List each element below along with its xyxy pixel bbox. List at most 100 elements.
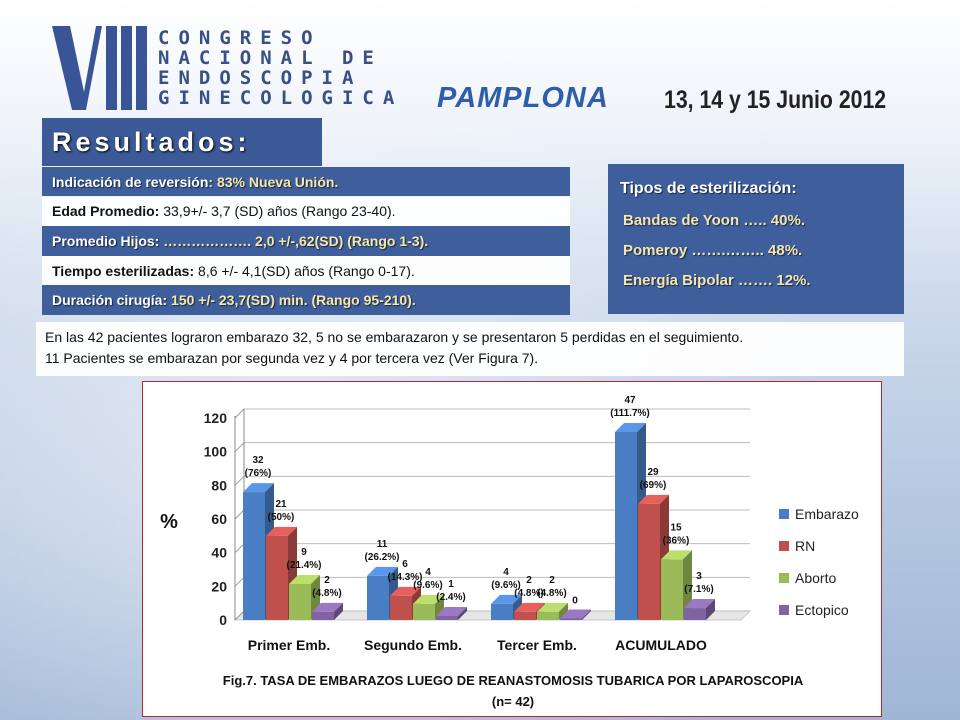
category-label: Tercer Emb. — [497, 637, 577, 653]
y-tick-label: 0 — [219, 612, 227, 628]
bar-side — [334, 602, 343, 620]
congress-line: GINECOLOGICA — [158, 87, 404, 109]
legend-label: Embarazo — [795, 506, 859, 522]
bar-top — [537, 602, 568, 612]
bar-top — [312, 602, 343, 612]
category-label: Primer Emb. — [248, 637, 330, 653]
city-name: PAMPLONA — [437, 82, 609, 114]
data-label: 2 — [549, 575, 555, 586]
bar-side — [582, 609, 591, 620]
bar — [436, 615, 458, 620]
bar-top — [367, 566, 398, 576]
legend-swatch — [779, 541, 789, 551]
bar-side — [706, 599, 715, 620]
data-label: 4 — [425, 567, 431, 578]
y-tick-label: 60 — [211, 511, 227, 527]
bar — [615, 431, 637, 620]
note-line: En las 42 pacientes lograron embarazo 32… — [45, 329, 744, 345]
y-axis-label: % — [160, 511, 178, 533]
gridline-connector — [234, 442, 245, 453]
chart-container: 0 20 40 60 80 100 120% 32 (76%) 21 (50%) 9 (21.4%) 2(… — [142, 381, 882, 717]
data-label: 15 — [670, 522, 682, 533]
bar-top — [436, 606, 467, 616]
data-label: 21 — [275, 499, 287, 510]
data-label: 4 — [503, 567, 509, 578]
data-label: 2 — [526, 575, 532, 586]
data-label: 3 — [696, 571, 702, 582]
data-label: 32 — [252, 455, 264, 466]
row-label: Edad Promedio: — [52, 203, 160, 219]
caption-line: (n= 42) — [491, 694, 535, 709]
bar-side — [435, 594, 444, 620]
row-value: : 83% Nueva Unión. — [208, 174, 339, 190]
bar — [514, 611, 536, 620]
bar — [684, 608, 706, 620]
bar-top — [684, 599, 715, 609]
result-row-children: Promedio Hijos: ………………. 2,0 +/-,62(SD) (… — [42, 226, 570, 256]
y-tick-label: 100 — [204, 444, 228, 460]
data-label: (50%) — [268, 512, 295, 523]
result-row-surgery-duration: Duración cirugía: 150 +/- 23,7(SD) min. … — [42, 285, 570, 315]
result-row-age: Edad Promedio: 33,9+/- 3,7 (SD) años (Ra… — [42, 196, 570, 226]
bar — [661, 559, 683, 620]
gridline-connector — [234, 576, 245, 587]
bar-top — [289, 574, 320, 584]
legend-label: Ectopico — [795, 602, 849, 618]
y-tick-label: 120 — [204, 410, 228, 426]
row-value: 150 +/- 23,7(SD) min. (Rango 95-210). — [167, 292, 416, 308]
bar-chart: 020406080100120%32(76%)21(50%)9(21.4%)2(… — [160, 395, 859, 653]
result-row-sterilized-time: Tiempo esterilizadas: 8,6 +/- 4,1(SD) añ… — [42, 256, 570, 286]
row-label: Promedio Hijos: — [52, 233, 160, 249]
congress-name: CONGRESO NACIONAL DE ENDOSCOPIA GINECOLO… — [158, 28, 403, 108]
pregnancy-note: En las 42 pacientes lograron embarazo 32… — [36, 322, 904, 376]
legend-label: RN — [795, 538, 815, 554]
legend-label: Aborto — [795, 570, 836, 586]
y-tick-label: 20 — [211, 578, 227, 594]
note-line: 11 Pacientes se embarazan por segunda ve… — [45, 350, 539, 366]
data-label: (9.6%) — [413, 580, 442, 591]
congress-line: NACIONAL DE — [158, 47, 383, 69]
data-label: 47 — [624, 395, 636, 406]
data-label: 0 — [572, 596, 578, 607]
bar — [367, 575, 389, 620]
data-label: (9.6%) — [491, 580, 520, 591]
data-label: 1 — [448, 579, 454, 590]
bar-top — [413, 594, 444, 604]
data-label: 6 — [402, 559, 408, 570]
bar — [390, 595, 412, 620]
bar — [537, 611, 559, 620]
bar — [491, 603, 513, 620]
data-label: (111.7%) — [610, 408, 649, 419]
bar — [243, 492, 265, 620]
legend-swatch — [779, 605, 789, 615]
congress-logo — [52, 26, 147, 110]
congress-line: CONGRESO — [158, 27, 322, 49]
data-label: (4.8%) — [514, 588, 543, 599]
y-tick-label: 80 — [211, 477, 227, 493]
gridline-connector — [234, 543, 245, 554]
sterilization-types-box: Tipos de esterilización: Bandas de Yoon … — [608, 164, 904, 314]
caption-line: Fig.7. TASA DE EMBARAZOS LUEGO DE REANAS… — [222, 673, 804, 688]
sterilization-item: Pomeroy …….…….. 48%. — [623, 242, 803, 259]
data-label: (4.8%) — [537, 588, 566, 599]
bar — [289, 583, 311, 620]
bar — [312, 611, 334, 620]
bar-top — [243, 483, 274, 493]
gridline-connector — [234, 408, 245, 419]
congress-line: ENDOSCOPIA — [158, 67, 363, 89]
row-label: Tiempo esterilizadas: — [52, 263, 195, 279]
legend-swatch — [779, 573, 789, 583]
data-label: (2.4%) — [436, 592, 465, 603]
gridline-connector — [234, 610, 245, 621]
bar-side — [559, 602, 568, 620]
data-label: (69%) — [640, 480, 667, 491]
y-tick-label: 40 — [211, 545, 227, 561]
row-label: Indicación de reversión — [52, 174, 209, 190]
bar-top — [491, 594, 522, 604]
data-label: (76%) — [245, 468, 272, 479]
legend-swatch — [779, 509, 789, 519]
data-label: (26.2%) — [364, 552, 399, 563]
bar-top — [638, 494, 669, 504]
category-label: Segundo Emb. — [364, 637, 462, 653]
result-row-indication: Indicación de reversión: 83% Nueva Unión… — [42, 167, 570, 197]
